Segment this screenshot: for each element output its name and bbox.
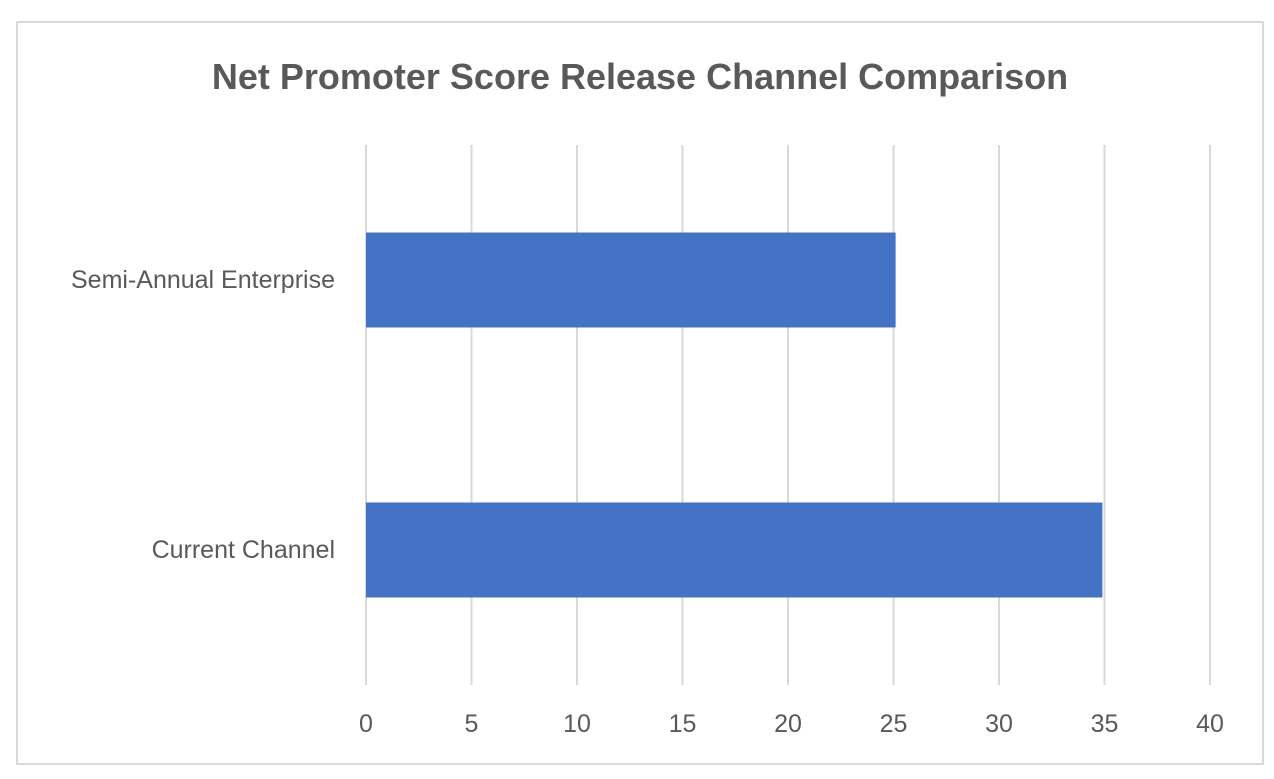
x-tick-label: 25 <box>880 710 908 738</box>
x-tick-labels: 0 5 10 15 20 25 30 35 40 <box>359 710 1224 738</box>
x-tick-label: 10 <box>563 710 591 738</box>
category-label: Semi-Annual Enterprise <box>71 266 335 294</box>
x-tick-label: 15 <box>669 710 697 738</box>
x-tick-label: 20 <box>774 710 802 738</box>
chart-title: Net Promoter Score Release Channel Compa… <box>212 56 1068 97</box>
x-tick-label: 35 <box>1091 710 1119 738</box>
bars <box>366 232 1103 598</box>
category-label: Current Channel <box>152 536 335 564</box>
x-tick-label: 40 <box>1196 710 1224 738</box>
gridlines <box>365 145 1211 685</box>
x-tick-label: 0 <box>359 710 373 738</box>
bar <box>366 502 1103 598</box>
x-tick-label: 5 <box>465 710 479 738</box>
chart-frame <box>16 21 1264 765</box>
category-labels: Semi-Annual Enterprise Current Channel <box>71 266 335 564</box>
bar <box>366 232 896 328</box>
x-tick-label: 30 <box>985 710 1013 738</box>
